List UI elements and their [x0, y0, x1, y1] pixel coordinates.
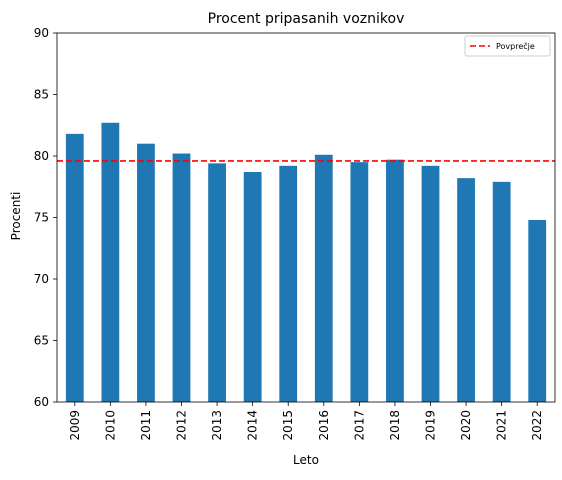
- bar-2018: [386, 159, 404, 402]
- y-axis: 60 65 70 75 80 85 90: [34, 26, 57, 409]
- bar-2009: [65, 133, 84, 403]
- x-tick-label: 2018: [388, 410, 402, 441]
- x-tick-label: 2009: [68, 410, 82, 441]
- y-tick-label: 60: [34, 395, 49, 409]
- bar-2012: [172, 153, 191, 402]
- bar-2022: [528, 219, 547, 402]
- bar-2015: [279, 165, 298, 402]
- bar-2010: [101, 122, 120, 402]
- bar-2016: [314, 154, 333, 402]
- y-tick-label: 80: [34, 149, 49, 163]
- x-tick-label: 2022: [530, 410, 544, 441]
- bar-2019: [421, 165, 440, 402]
- bar-2013: [208, 163, 226, 402]
- x-tick-label: 2013: [210, 410, 224, 441]
- y-axis-label: Procenti: [9, 192, 23, 241]
- y-tick-label: 65: [34, 334, 49, 348]
- x-tick-label: 2020: [459, 410, 473, 441]
- x-axis-label: Leto: [293, 453, 319, 467]
- x-tick-label: 2010: [103, 410, 117, 441]
- x-tick-label: 2016: [317, 410, 331, 441]
- legend-label-average: Povprečje: [496, 41, 535, 51]
- x-tick-label: 2019: [424, 410, 438, 441]
- bar-2014: [243, 171, 262, 402]
- x-tick-label: 2015: [281, 410, 295, 441]
- bar-2020: [457, 178, 475, 402]
- chart-title: Procent pripasanih voznikov: [208, 11, 405, 27]
- y-tick-label: 90: [34, 26, 49, 40]
- x-tick-label: 2021: [495, 410, 509, 441]
- y-tick-label: 70: [34, 272, 49, 286]
- plot-frame: [56, 32, 556, 403]
- x-tick-label: 2012: [175, 410, 189, 441]
- x-axis: 2009 2010 2011 2012 2013 2014 2015 2016 2017 2018…: [68, 402, 544, 441]
- bar-2011: [137, 143, 155, 402]
- x-tick-label: 2014: [246, 410, 260, 441]
- x-tick-label: 2017: [352, 410, 366, 441]
- x-tick-label: 2011: [139, 410, 153, 441]
- bars-layer: [65, 122, 547, 403]
- legend-box: [464, 35, 551, 57]
- bar-2017: [350, 162, 369, 402]
- y-tick-label: 85: [34, 88, 49, 102]
- legend: Povprečje: [464, 35, 551, 57]
- y-tick-label: 75: [34, 211, 49, 225]
- bar-2021: [492, 181, 511, 402]
